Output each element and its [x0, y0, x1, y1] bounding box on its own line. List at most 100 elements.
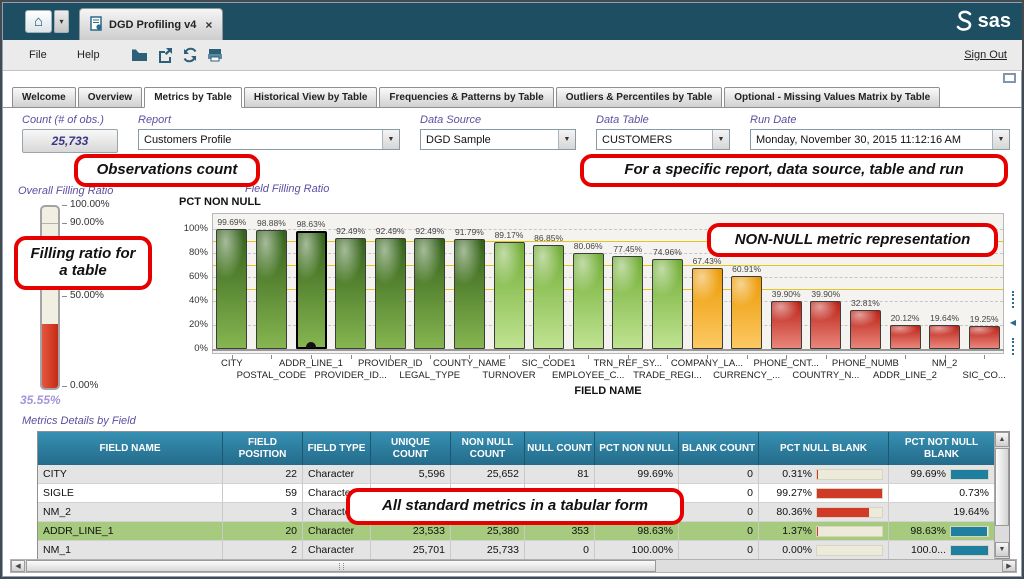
bar-value-label: 91.79%	[454, 226, 484, 237]
x-tick	[786, 355, 788, 359]
x-tick	[271, 355, 273, 359]
close-icon[interactable]: ×	[205, 18, 213, 32]
column-header-blank-count[interactable]: BLANK COUNT	[679, 432, 759, 465]
tab-frequencies-patterns-by-table[interactable]: Frequencies & Patterns by Table	[379, 87, 554, 108]
chart-bar-turnover[interactable]	[493, 242, 525, 349]
chart-bar-provider-id[interactable]	[374, 238, 406, 349]
cell-field-name: ADDR_LINE_1	[38, 522, 223, 540]
chart-bar-city[interactable]	[216, 229, 248, 349]
column-header-pct-non-null[interactable]: PCT NON NULL	[595, 432, 679, 465]
data-table-value: CUSTOMERS	[602, 133, 673, 146]
print-icon[interactable]	[207, 47, 223, 63]
cell-null-count: 81	[525, 465, 595, 483]
tab-optional-missing-values-matrix-by-table[interactable]: Optional - Missing Values Matrix by Tabl…	[724, 87, 941, 108]
menu-file[interactable]: File	[29, 49, 47, 61]
x-axis-category-label: TRN_REF_SY...	[593, 358, 663, 369]
chart-bar-phone-numb[interactable]	[849, 309, 881, 349]
splitter-grip[interactable]	[1012, 291, 1014, 308]
cell-blank-count: 0	[679, 541, 759, 559]
cell-field-name: NM_1	[38, 541, 223, 559]
chart-bar-trade-regi[interactable]	[651, 259, 683, 349]
column-header-field-type[interactable]: FIELD TYPE	[303, 432, 371, 465]
column-header-pct-null-blank[interactable]: PCT NULL BLANK	[759, 432, 889, 465]
table-row-nm-1[interactable]: NM_1 2 Character 25,701 25,733 0 100.00% 0 0.00%…	[38, 541, 995, 560]
table-vertical-scrollbar[interactable]: ▲ ▼	[994, 432, 1009, 558]
open-folder-icon[interactable]	[131, 47, 148, 63]
table-row-addr-line-1[interactable]: ADDR_LINE_1 20 Character 23,533 25,380 353 98.…	[38, 522, 995, 541]
metric-value: 98.63%	[910, 525, 946, 537]
tab-welcome[interactable]: Welcome	[12, 87, 76, 108]
chart-bar-phone-cnt[interactable]	[770, 301, 802, 349]
cell-unique-count: 23,533	[371, 522, 451, 540]
column-header-field-position[interactable]: FIELD POSITION	[223, 432, 303, 465]
y-axis-label: 60%	[188, 271, 208, 282]
bar-value-label: 74.96%	[652, 247, 682, 258]
table-row-city[interactable]: CITY 22 Character 5,596 25,652 81 99.69% 0 0.31%…	[38, 465, 995, 484]
chevron-down-icon[interactable]: ▼	[712, 130, 729, 149]
vertical-scroll-thumb[interactable]	[995, 448, 1009, 526]
run-date-dropdown[interactable]: Monday, November 30, 2015 11:12:16 AM ▼	[750, 129, 1010, 150]
horizontal-scroll-thumb[interactable]	[26, 560, 656, 572]
cell-field-position: 59	[223, 484, 303, 502]
home-icon: ⌂	[33, 13, 44, 30]
chart-bar-employee-c[interactable]	[572, 252, 604, 349]
chart-bar-provider-id[interactable]	[335, 238, 367, 349]
chart-bar-legal-type[interactable]	[414, 238, 446, 349]
chart-bar-company-la[interactable]	[691, 268, 723, 349]
x-tick	[548, 355, 550, 359]
maximize-icon[interactable]	[1003, 73, 1016, 83]
column-header-non-null-count[interactable]: NON NULL COUNT	[451, 432, 525, 465]
home-dropdown-button[interactable]: ▾	[54, 10, 69, 33]
home-button[interactable]: ⌂	[25, 10, 52, 33]
chart-bar-addr-line-2[interactable]	[889, 324, 921, 349]
metric-bar-track	[816, 506, 883, 518]
chevron-down-icon[interactable]: ▼	[992, 130, 1009, 149]
refresh-icon[interactable]	[182, 47, 198, 63]
menu-help[interactable]: Help	[77, 49, 100, 61]
cell-field-type: Character	[303, 522, 371, 540]
tab-metrics-by-table[interactable]: Metrics by Table	[144, 87, 242, 108]
chart-bar-country-n[interactable]	[810, 301, 842, 349]
x-tick	[469, 355, 471, 359]
gauge-tick-label: 100.00%	[70, 199, 110, 210]
tab-outliers-percentiles-by-table[interactable]: Outliers & Percentiles by Table	[555, 87, 723, 108]
scroll-right-icon[interactable]: ▶	[1002, 560, 1016, 572]
chart-bar-postal-code[interactable]	[255, 230, 287, 349]
column-header-unique-count[interactable]: UNIQUE COUNT	[371, 432, 451, 465]
sign-out-link[interactable]: Sign Out	[964, 49, 1007, 61]
column-header-null-count[interactable]: NULL COUNT	[525, 432, 595, 465]
chart-bar-sic-code1[interactable]	[533, 244, 565, 349]
chart-bar-currency[interactable]	[731, 275, 763, 349]
chart-bar-nm-2[interactable]	[929, 325, 961, 349]
chevron-down-icon[interactable]: ▼	[382, 130, 399, 149]
data-source-dropdown[interactable]: DGD Sample ▼	[420, 129, 576, 150]
scroll-left-icon[interactable]: ◀	[11, 560, 25, 572]
chart-bar-sic-co[interactable]	[968, 325, 1000, 349]
report-dropdown[interactable]: Customers Profile ▼	[138, 129, 400, 150]
app-document-tab[interactable]: DGD Profiling v4 ×	[79, 8, 224, 41]
cell-non-null-count: 25,652	[451, 465, 525, 483]
chevron-down-icon[interactable]: ▼	[558, 130, 575, 149]
panel-splitter[interactable]: ◀	[1008, 291, 1018, 355]
export-icon[interactable]	[157, 47, 173, 63]
chart-bar-addr-line-1[interactable]	[295, 230, 327, 349]
chart-bar-trn-ref-sy[interactable]	[612, 256, 644, 349]
gridline	[213, 229, 1003, 230]
scroll-down-icon[interactable]: ▼	[995, 542, 1009, 557]
x-tick	[905, 355, 906, 359]
chart-bar-county-name[interactable]	[453, 238, 485, 349]
tab-historical-view-by-table[interactable]: Historical View by Table	[243, 87, 378, 108]
metric-bar-fill	[817, 507, 870, 517]
column-header-field-name[interactable]: FIELD NAME	[38, 432, 223, 465]
tab-overview[interactable]: Overview	[77, 87, 143, 108]
collapse-left-icon[interactable]: ◀	[1009, 318, 1017, 327]
column-header-pct-not-null-blank[interactable]: PCT NOT NULL BLANK	[889, 432, 995, 465]
splitter-grip[interactable]	[1012, 338, 1014, 355]
cell-unique-count: 25,701	[371, 541, 451, 559]
scroll-up-icon[interactable]: ▲	[995, 432, 1009, 447]
horizontal-scrollbar[interactable]: ◀ ▶	[10, 559, 1017, 573]
bar-value-label: 32.81%	[850, 297, 880, 308]
x-tick	[865, 355, 867, 359]
gauge-tick	[62, 295, 67, 297]
data-table-dropdown[interactable]: CUSTOMERS ▼	[596, 129, 730, 150]
